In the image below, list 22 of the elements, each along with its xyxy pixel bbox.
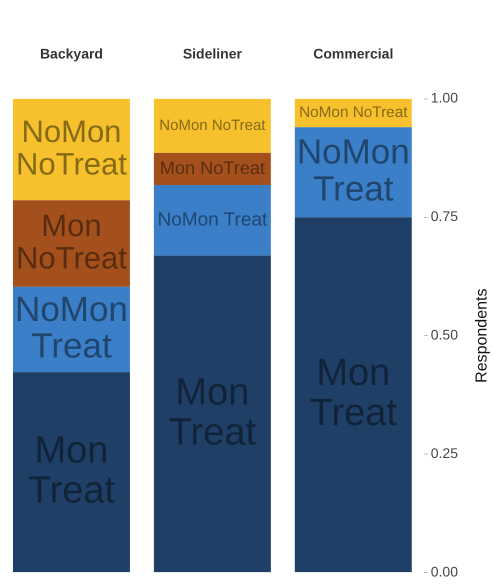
- y-tick-label: 0.25: [430, 445, 458, 462]
- series-label: NoMon Treat: [15, 290, 128, 366]
- y-axis-title: Respondents: [473, 288, 490, 383]
- text: NoMon Treat: [296, 132, 410, 208]
- x-tick-label: Backyard: [40, 45, 103, 62]
- y-tick-label: 0.75: [430, 208, 458, 224]
- text: NoMon NoTreat: [299, 104, 408, 122]
- y-tick-label: 0.00: [430, 563, 458, 580]
- series-label: NoMon NoTreat: [16, 114, 128, 182]
- series-label: Mon NoTreat: [16, 208, 128, 276]
- bar: [154, 256, 271, 572]
- x-tick-label: Commercial: [313, 45, 394, 62]
- bar: [154, 98, 271, 153]
- x-tick-label: Sideliner: [182, 45, 242, 62]
- text: NoMon NoTreat: [159, 116, 266, 134]
- text: NoMon Treat: [157, 210, 268, 231]
- y-tick-label: 1.00: [430, 90, 458, 106]
- y-tick-label: 0.50: [430, 326, 458, 343]
- bar: [154, 185, 271, 256]
- text: Mon NoTreat: [160, 158, 266, 178]
- bar: [294, 217, 412, 572]
- bar: [12, 372, 130, 572]
